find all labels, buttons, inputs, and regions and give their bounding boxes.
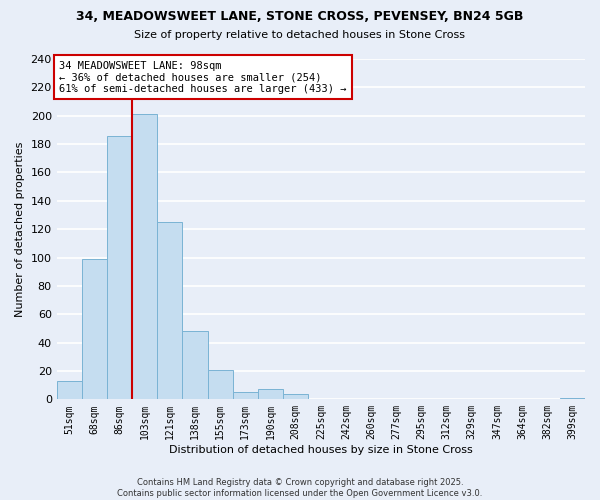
Bar xyxy=(157,222,182,400)
Bar xyxy=(132,114,157,400)
Bar xyxy=(182,332,208,400)
Text: 34 MEADOWSWEET LANE: 98sqm
← 36% of detached houses are smaller (254)
61% of sem: 34 MEADOWSWEET LANE: 98sqm ← 36% of deta… xyxy=(59,60,347,94)
X-axis label: Distribution of detached houses by size in Stone Cross: Distribution of detached houses by size … xyxy=(169,445,473,455)
Bar xyxy=(82,259,107,400)
Bar xyxy=(258,390,283,400)
Text: Size of property relative to detached houses in Stone Cross: Size of property relative to detached ho… xyxy=(134,30,466,40)
Text: Contains HM Land Registry data © Crown copyright and database right 2025.
Contai: Contains HM Land Registry data © Crown c… xyxy=(118,478,482,498)
Y-axis label: Number of detached properties: Number of detached properties xyxy=(15,142,25,317)
Bar xyxy=(208,370,233,400)
Bar xyxy=(233,392,258,400)
Text: 34, MEADOWSWEET LANE, STONE CROSS, PEVENSEY, BN24 5GB: 34, MEADOWSWEET LANE, STONE CROSS, PEVEN… xyxy=(76,10,524,23)
Bar xyxy=(283,394,308,400)
Bar xyxy=(560,398,585,400)
Bar xyxy=(107,136,132,400)
Bar xyxy=(56,381,82,400)
